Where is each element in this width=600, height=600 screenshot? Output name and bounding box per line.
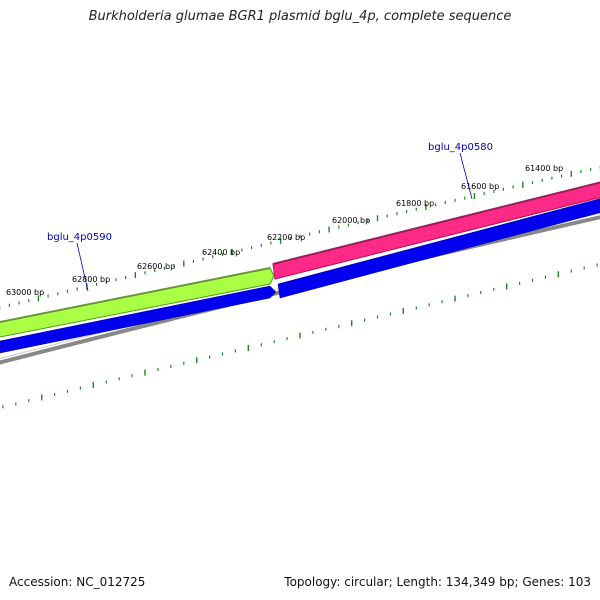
tick-label: 62400 bp — [202, 248, 240, 257]
tick-label: 61600 bp — [461, 182, 499, 191]
cds-feature-left[interactable] — [0, 285, 277, 355]
gene-bglu-4p0580-leader — [459, 152, 473, 200]
accession-text: Accession: NC_012725 — [9, 575, 146, 589]
gene-bglu-4p0580-shade — [272, 181, 600, 265]
tick-label: 61800 bp — [396, 199, 434, 208]
gene-label-bglu-4p0580[interactable]: bglu_4p0580 — [428, 142, 493, 153]
tick-label: 62600 bp — [137, 262, 175, 271]
inner-tick-ring — [2, 263, 598, 409]
tick-label: 63000 bp — [6, 288, 44, 297]
tick-label: 62000 bp — [332, 216, 370, 225]
cds-feature-right[interactable] — [277, 196, 600, 299]
topology-summary: Topology: circular; Length: 134,349 bp; … — [284, 575, 591, 589]
outer-tick-ring — [0, 165, 600, 310]
tick-label: 61400 bp — [525, 164, 563, 173]
tick-labels: 63000 bp 62800 bp 62600 bp 62400 bp 62200 bp… — [6, 164, 563, 297]
gene-bglu-4p0590-shade — [0, 267, 271, 324]
map-title: Burkholderia glumae BGR1 plasmid bglu_4p… — [88, 9, 512, 24]
gene-label-bglu-4p0590[interactable]: bglu_4p0590 — [47, 232, 112, 243]
gene-bglu-4p0590-leader — [76, 242, 89, 292]
tick-label: 62200 bp — [267, 233, 305, 242]
tick-label: 62800 bp — [72, 275, 110, 284]
